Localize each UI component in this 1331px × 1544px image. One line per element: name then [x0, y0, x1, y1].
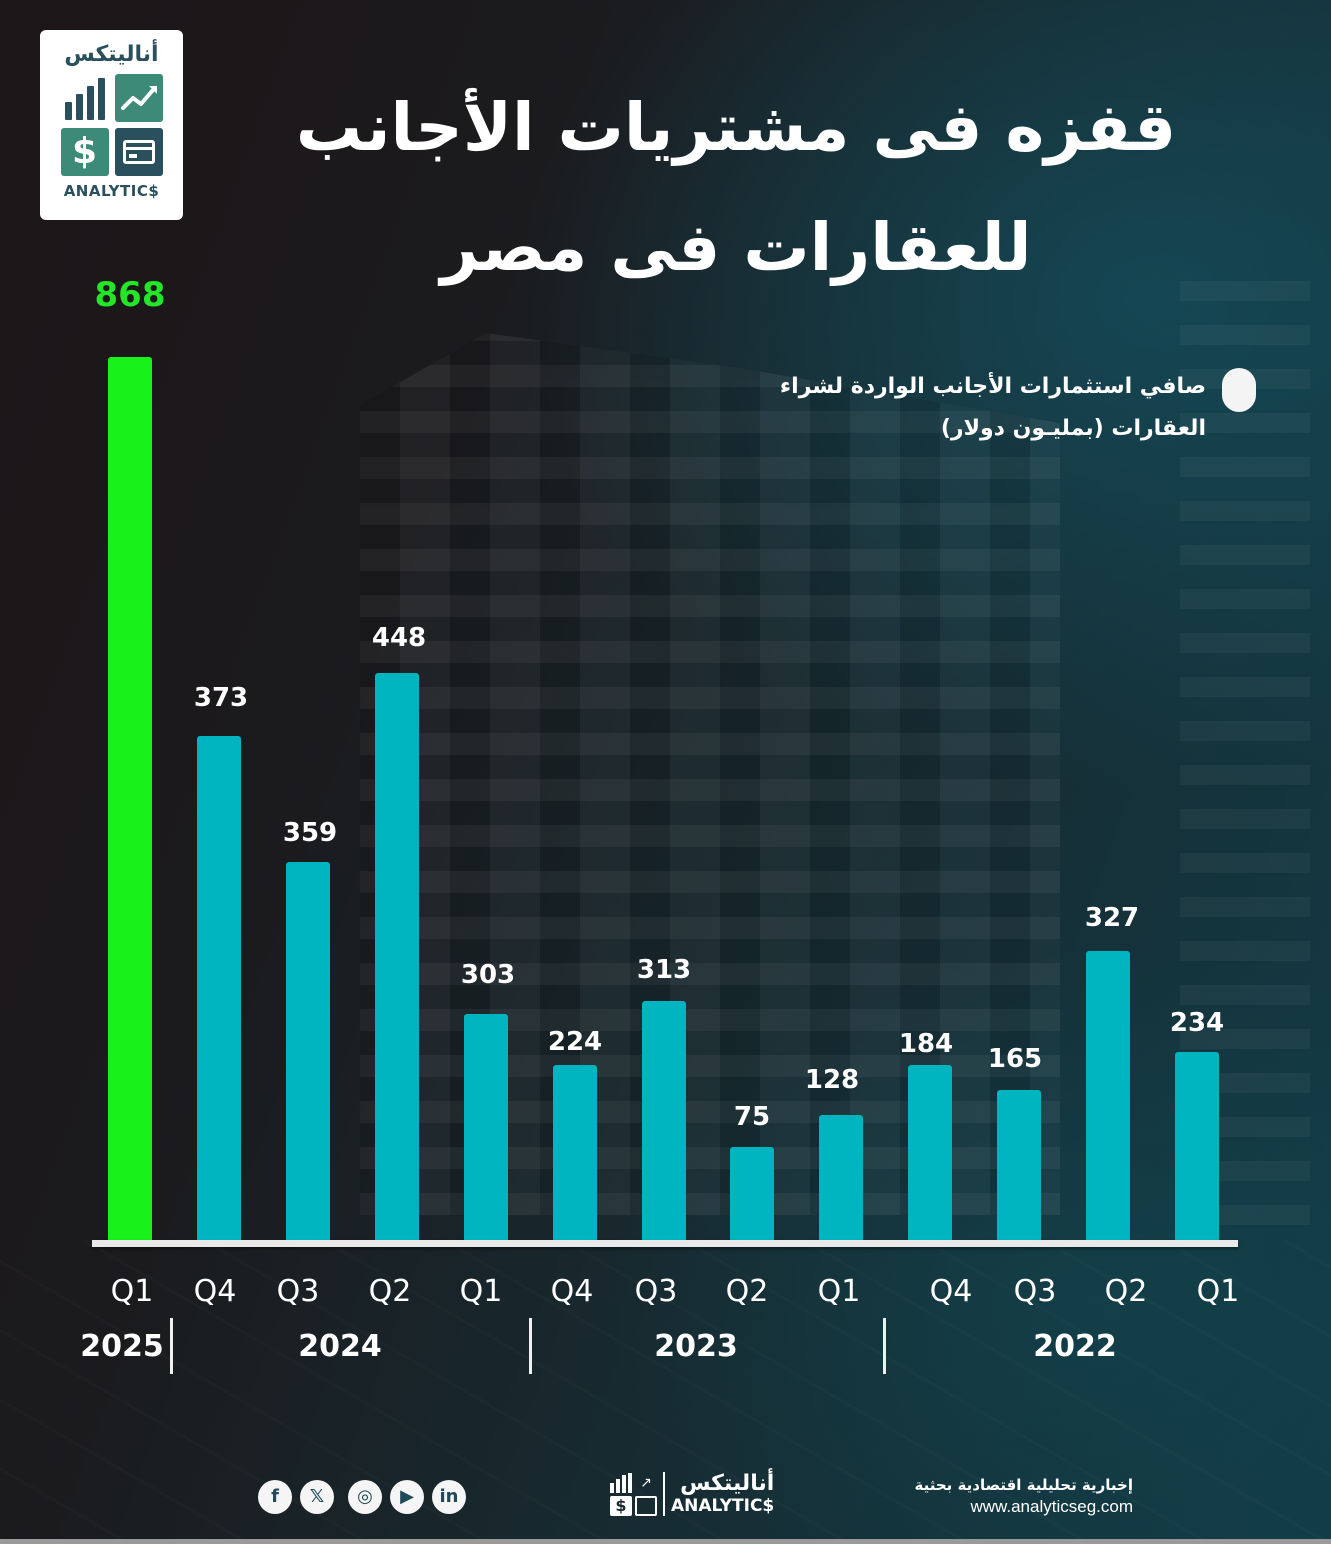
trend-up-icon: ↗	[640, 1474, 652, 1491]
bar-q2-2023	[730, 1147, 774, 1242]
bar-value-label: 303	[460, 960, 516, 990]
x-tick-label: Q2	[1104, 1274, 1148, 1309]
footer-info: إخبارية تحليلية اقتصادية بحثية www.analy…	[915, 1474, 1133, 1518]
bar-q4-2023	[553, 1065, 597, 1242]
x-tick-label: Q3	[634, 1274, 678, 1309]
facebook-icon[interactable]: f	[258, 1480, 292, 1514]
year-label: 2022	[1033, 1329, 1117, 1364]
bar-value-label: 165	[987, 1044, 1043, 1074]
bar-value-label: 448	[371, 623, 427, 653]
bar-value-label: 75	[733, 1102, 771, 1132]
footer-logo-text: أناليتكس ANALYTIC$	[671, 1471, 775, 1517]
bottom-border	[0, 1539, 1331, 1544]
year-separator	[529, 1318, 532, 1374]
x-tick-label: Q3	[276, 1274, 320, 1309]
footer-logo-arabic: أناليتكس	[680, 1471, 775, 1496]
bar-q3-2022	[997, 1090, 1041, 1242]
x-tick-label: Q1	[1196, 1274, 1240, 1309]
dollar-icon: $	[60, 128, 109, 176]
social-links: f 𝕏 ◎ ▶ in	[258, 1480, 466, 1514]
footer-logo: ↗ $ أناليتكس ANALYTIC$	[610, 1472, 774, 1516]
bar-value-label: 373	[193, 683, 249, 713]
dollar-icon: $	[610, 1495, 632, 1516]
bar-q4-2022	[908, 1065, 952, 1242]
bar-q1-2023	[819, 1115, 863, 1242]
year-label: 2023	[654, 1329, 738, 1364]
credit-card-icon	[114, 128, 163, 176]
x-tick-label: Q4	[929, 1274, 973, 1309]
bar-chart-icon	[610, 1472, 632, 1493]
bar-q1-2025	[108, 357, 152, 1242]
year-label: 2025	[80, 1329, 164, 1364]
year-separator	[883, 1318, 886, 1374]
bar-value-label: 327	[1084, 903, 1140, 933]
x-axis-line	[92, 1240, 1238, 1247]
linkedin-icon[interactable]: in	[432, 1480, 466, 1514]
x-tick-label: Q2	[368, 1274, 412, 1309]
credit-card-icon	[635, 1495, 657, 1516]
trend-up-icon	[114, 74, 163, 122]
x-tick-label: Q1	[110, 1274, 154, 1309]
brand-logo-card: أناليتكس $ ANALYTIC$	[40, 30, 183, 220]
bar-q3-2023	[642, 1001, 686, 1242]
bar-chart-icon	[61, 74, 109, 122]
instagram-icon[interactable]: ◎	[348, 1480, 382, 1514]
legend-marker-icon	[1222, 368, 1256, 412]
bar-q2-2024	[375, 673, 419, 1242]
logo-icon-grid: $	[60, 74, 163, 176]
bar-q3-2024	[286, 862, 330, 1242]
x-tick-label: Q3	[1013, 1274, 1057, 1309]
year-separator	[170, 1318, 173, 1374]
bar-chart: 868 373 359 448 303 224 313 75 128 184 1…	[80, 275, 1240, 1374]
youtube-icon[interactable]: ▶	[390, 1480, 424, 1514]
logo-arabic-text: أناليتكس	[64, 42, 159, 67]
bar-q1-2022	[1175, 1052, 1219, 1242]
bar-value-label: 359	[282, 818, 338, 848]
title-line-1: قفزه فى مشتريات الأجانب	[295, 89, 1177, 166]
bar-value-label: 224	[547, 1027, 603, 1057]
background-texture	[0, 1240, 1331, 1540]
bar-value-label: 234	[1169, 1008, 1225, 1038]
x-tick-label: Q4	[550, 1274, 594, 1309]
page-title: قفزه فى مشتريات الأجانب للعقارات فى مصر	[286, 68, 1186, 308]
x-tick-label: Q4	[193, 1274, 237, 1309]
legend-label: صافي استثمارات الأجانب الواردة لشراء الع…	[779, 374, 1206, 441]
chart-legend: صافي استثمارات الأجانب الواردة لشراء الع…	[696, 366, 1256, 450]
footer-website-link[interactable]: www.analyticseg.com	[970, 1497, 1133, 1516]
footer-tagline: إخبارية تحليلية اقتصادية بحثية	[914, 1476, 1133, 1494]
logo-english-text: ANALYTIC$	[63, 182, 160, 200]
footer-logo-divider	[663, 1472, 665, 1516]
title-line-2: للعقارات فى مصر	[440, 209, 1032, 286]
bar-value-label: 868	[94, 275, 166, 315]
x-tick-label: Q1	[459, 1274, 503, 1309]
bar-q2-2022	[1086, 951, 1130, 1242]
bar-q4-2024	[197, 736, 241, 1242]
year-label: 2024	[298, 1329, 382, 1364]
x-tick-label: Q1	[817, 1274, 861, 1309]
footer-logo-english: ANALYTIC$	[671, 1496, 775, 1516]
bar-value-label: 128	[804, 1065, 860, 1095]
x-tick-label: Q2	[725, 1274, 769, 1309]
x-twitter-icon[interactable]: 𝕏	[300, 1480, 334, 1514]
footer-logo-icons: ↗ $	[610, 1472, 657, 1516]
bar-value-label: 313	[636, 955, 692, 985]
bar-value-label: 184	[898, 1029, 954, 1059]
bar-q1-2024	[464, 1014, 508, 1242]
